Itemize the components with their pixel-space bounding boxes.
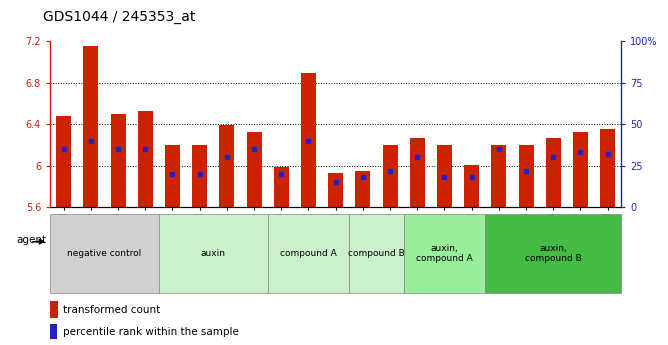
Bar xyxy=(165,145,180,207)
Bar xyxy=(518,145,534,207)
Bar xyxy=(328,173,343,207)
Bar xyxy=(485,214,621,293)
Bar xyxy=(383,145,397,207)
Bar xyxy=(349,214,403,293)
Bar xyxy=(192,145,207,207)
Bar xyxy=(464,165,479,207)
Bar xyxy=(492,145,506,207)
Text: percentile rank within the sample: percentile rank within the sample xyxy=(63,327,239,337)
Bar xyxy=(301,73,316,207)
Text: auxin,
compound A: auxin, compound A xyxy=(416,244,473,263)
Bar xyxy=(274,167,289,207)
Text: transformed count: transformed count xyxy=(63,305,161,315)
Bar xyxy=(403,214,485,293)
Bar xyxy=(437,145,452,207)
Bar xyxy=(355,171,370,207)
Text: auxin,
compound B: auxin, compound B xyxy=(525,244,582,263)
Bar xyxy=(56,116,71,207)
Bar xyxy=(111,114,126,207)
Bar xyxy=(409,138,425,207)
Bar xyxy=(573,132,588,207)
Bar xyxy=(50,214,159,293)
Text: negative control: negative control xyxy=(67,249,142,258)
Text: compound B: compound B xyxy=(348,249,405,258)
Text: auxin: auxin xyxy=(201,249,226,258)
Bar xyxy=(138,111,153,207)
Bar xyxy=(600,129,615,207)
Text: GDS1044 / 245353_at: GDS1044 / 245353_at xyxy=(43,10,196,24)
Bar xyxy=(219,125,234,207)
Text: compound A: compound A xyxy=(280,249,337,258)
Bar xyxy=(546,138,560,207)
Text: agent: agent xyxy=(17,235,47,245)
Bar xyxy=(84,46,98,207)
Bar xyxy=(50,324,57,339)
Bar xyxy=(268,214,349,293)
Bar xyxy=(50,301,59,318)
Bar xyxy=(246,132,262,207)
Bar xyxy=(159,214,268,293)
